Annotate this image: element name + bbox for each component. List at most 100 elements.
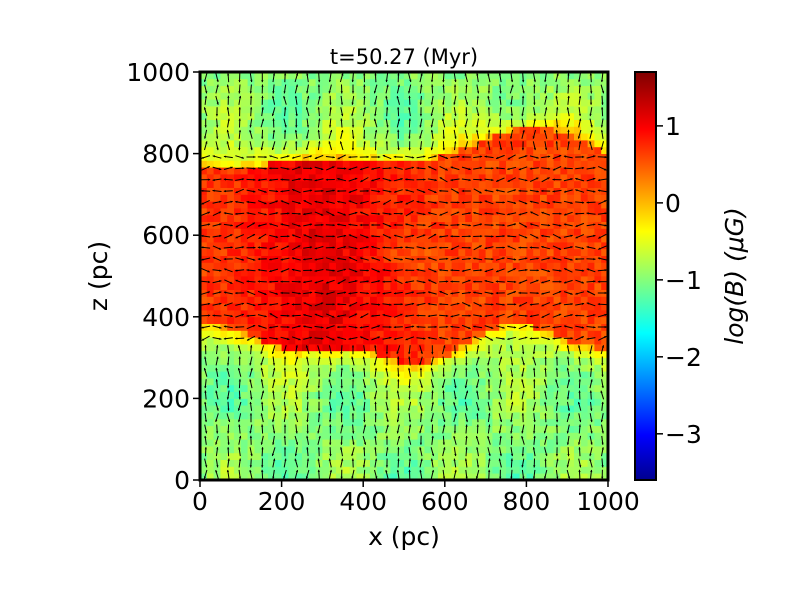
heatmap-cell [220, 92, 228, 100]
field-arrowhead [329, 408, 332, 411]
heatmap-cell [315, 316, 323, 324]
heatmap-cell [227, 167, 235, 175]
heatmap-cell [594, 303, 602, 311]
field-arrowhead [235, 212, 238, 215]
heatmap-cell [370, 269, 378, 277]
heatmap-cell [206, 167, 214, 175]
heatmap-cell [213, 78, 221, 86]
heatmap-cell [404, 350, 412, 358]
field-arrowhead [374, 458, 378, 461]
heatmap-cell [580, 78, 588, 86]
heatmap-cell [587, 276, 595, 284]
field-arrowhead [397, 73, 400, 76]
heatmap-cell [349, 208, 357, 216]
heatmap-cell [234, 112, 242, 120]
heatmap-cell [458, 235, 466, 243]
field-arrowhead [261, 401, 264, 404]
heatmap-cell [240, 228, 248, 236]
heatmap-cell [322, 228, 330, 236]
heatmap-cell [601, 214, 608, 222]
heatmap-cell [404, 208, 412, 216]
heatmap-cell [356, 412, 364, 420]
heatmap-cell [274, 187, 282, 195]
heatmap-cell [478, 303, 486, 311]
heatmap-cell [363, 296, 371, 304]
heatmap-cell [261, 208, 269, 216]
heatmap-cell [329, 276, 337, 284]
heatmap-cell [240, 378, 248, 386]
heatmap-cell [594, 99, 602, 107]
heatmap-cell [308, 432, 316, 440]
heatmap-cell [512, 439, 520, 447]
heatmap-cell [315, 330, 323, 338]
heatmap-cell [268, 350, 276, 358]
heatmap-cell [390, 418, 398, 426]
heatmap-cell [356, 119, 364, 127]
heatmap-cell [472, 262, 480, 270]
heatmap-cell [261, 72, 269, 80]
field-arrowhead [400, 303, 403, 306]
heatmap-cell [526, 174, 534, 182]
heatmap-cell [240, 180, 248, 188]
heatmap-cell [438, 194, 446, 202]
heatmap-cell [465, 418, 473, 426]
heatmap-cell [240, 167, 248, 175]
heatmap-cell [397, 384, 405, 392]
heatmap-cell [472, 452, 480, 460]
heatmap-cell [342, 289, 350, 297]
heatmap-cell [268, 201, 276, 209]
heatmap-cell [268, 459, 276, 467]
heatmap-cell [540, 126, 548, 134]
field-arrowhead [212, 314, 215, 317]
field-arrowhead [411, 302, 415, 305]
heatmap-cell [370, 99, 378, 107]
heatmap-cell [451, 282, 459, 290]
heatmap-cell [356, 160, 364, 168]
heatmap-cell [288, 316, 296, 324]
field-arrowhead [340, 352, 343, 355]
heatmap-cell [485, 418, 493, 426]
field-arrowhead [249, 465, 252, 468]
heatmap-cell [451, 78, 459, 86]
heatmap-cell [451, 378, 459, 386]
heatmap-cell [465, 330, 473, 338]
heatmap-cell [322, 153, 330, 161]
heatmap-cell [424, 276, 432, 284]
heatmap-cell [213, 384, 221, 392]
heatmap-cell [370, 72, 378, 80]
field-arrowhead [389, 179, 392, 182]
heatmap-cell [492, 208, 500, 216]
heatmap-cell [594, 146, 602, 154]
heatmap-cell [492, 153, 500, 161]
heatmap-cell [390, 303, 398, 311]
field-arrowhead [343, 268, 346, 271]
heatmap-cell [308, 242, 316, 250]
heatmap-cell [404, 99, 412, 107]
heatmap-cell [546, 337, 554, 345]
heatmap-cell [336, 378, 344, 386]
heatmap-cell [397, 330, 405, 338]
heatmap-cell [574, 412, 582, 420]
heatmap-cell [458, 201, 466, 209]
field-arrowhead [374, 413, 377, 416]
heatmap-cell [533, 425, 541, 433]
heatmap-cell [451, 92, 459, 100]
heatmap-cell [356, 323, 364, 331]
heatmap-cell [213, 112, 221, 120]
field-arrowhead [363, 95, 366, 98]
heatmap-cell [438, 99, 446, 107]
heatmap-cell [349, 248, 357, 256]
heatmap-cell [356, 92, 364, 100]
heatmap-cell [234, 303, 242, 311]
field-arrowhead [275, 337, 279, 340]
heatmap-cell [580, 208, 588, 216]
heatmap-cell [281, 201, 289, 209]
heatmap-cell [574, 452, 582, 460]
heatmap-cell [424, 78, 432, 86]
heatmap-cell [519, 330, 527, 338]
field-arrowhead [318, 118, 321, 121]
heatmap-cell [363, 119, 371, 127]
heatmap-cell [234, 432, 242, 440]
heatmap-cell [383, 452, 391, 460]
heatmap-cell [213, 439, 221, 447]
